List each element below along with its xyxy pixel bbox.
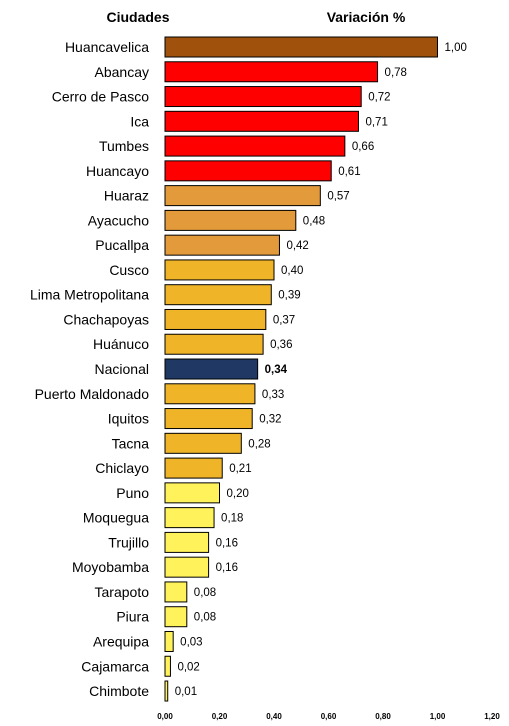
category-label: Huánuco xyxy=(93,336,149,352)
value-label: 0,08 xyxy=(194,587,216,599)
x-tick-label: 0,20 xyxy=(212,712,228,721)
category-label: Cusco xyxy=(109,262,149,278)
bar-chiclayo xyxy=(164,457,223,479)
category-label: Chachapoyas xyxy=(63,311,149,327)
bar-tacna xyxy=(164,432,242,454)
value-label: 0,01 xyxy=(175,686,197,698)
value-label: 0,71 xyxy=(365,116,387,128)
category-label: Puerto Maldonado xyxy=(35,386,150,402)
header-ciudades: Ciudades xyxy=(106,9,169,25)
x-tick-label: 0,80 xyxy=(375,712,391,721)
value-label: 0,18 xyxy=(221,513,243,525)
bar-ica xyxy=(164,110,359,132)
category-label: Tacna xyxy=(112,435,150,451)
bar-moyobamba xyxy=(164,556,210,578)
bar-arequipa xyxy=(164,630,174,652)
x-tick-label: 1,00 xyxy=(430,712,446,721)
value-label: 0,57 xyxy=(327,191,349,203)
category-label: Huancayo xyxy=(86,163,149,179)
category-label: Lima Metropolitana xyxy=(30,287,149,303)
category-label: Cerro de Pasco xyxy=(52,89,149,105)
value-label: 0,78 xyxy=(385,67,407,79)
bar-pucallpa xyxy=(164,234,280,256)
bar-huancayo xyxy=(164,160,332,182)
category-label: Pucallpa xyxy=(95,237,149,253)
bar-chimbote xyxy=(164,680,169,702)
value-label: 0,33 xyxy=(262,389,284,401)
value-label: 0,21 xyxy=(229,463,251,475)
value-label: 0,28 xyxy=(248,438,270,450)
category-label: Iquitos xyxy=(108,411,149,427)
bar-nacional xyxy=(164,358,259,380)
category-label: Tarapoto xyxy=(95,584,150,600)
value-label: 0,08 xyxy=(194,612,216,624)
bar-cusco xyxy=(164,259,275,281)
bar-tumbes xyxy=(164,135,346,157)
category-label: Trujillo xyxy=(108,534,149,550)
category-label: Chiclayo xyxy=(95,460,149,476)
value-label: 0,32 xyxy=(259,414,281,426)
bar-cerro-de-pasco xyxy=(164,86,362,108)
category-label: Nacional xyxy=(95,361,149,377)
value-label: 0,72 xyxy=(368,92,390,104)
category-label: Puno xyxy=(116,485,149,501)
category-label: Ayacucho xyxy=(88,212,149,228)
value-label: 0,61 xyxy=(338,166,360,178)
value-label: 0,20 xyxy=(227,488,249,500)
x-tick-label: 0,40 xyxy=(266,712,282,721)
bar-chachapoyas xyxy=(164,308,267,330)
header-variacion: Variación % xyxy=(327,9,406,25)
bar-puno xyxy=(164,482,220,504)
bar-iquitos xyxy=(164,408,253,430)
value-label: 0,16 xyxy=(216,537,238,549)
value-label: 0,16 xyxy=(216,562,238,574)
category-label: Moquegua xyxy=(83,510,149,526)
bar-piura xyxy=(164,606,188,628)
bar-huancavelica xyxy=(164,36,438,58)
category-label: Piura xyxy=(116,609,149,625)
value-label: 0,39 xyxy=(278,290,300,302)
bar-abancay xyxy=(164,61,379,83)
x-tick-label: 0,60 xyxy=(321,712,337,721)
value-label: 0,42 xyxy=(286,240,308,252)
bar-tarapoto xyxy=(164,581,188,603)
category-label: Moyobamba xyxy=(72,559,149,575)
bar-trujillo xyxy=(164,531,210,553)
value-label: 0,37 xyxy=(273,314,295,326)
value-label: 0,66 xyxy=(352,141,374,153)
bar-puerto-maldonado xyxy=(164,383,256,405)
value-label: 0,40 xyxy=(281,265,303,277)
value-label: 1,00 xyxy=(445,42,467,54)
value-label: 0,03 xyxy=(180,636,202,648)
bar-huánuco xyxy=(164,333,264,355)
category-label: Ica xyxy=(130,113,149,129)
category-label: Cajamarca xyxy=(81,658,149,674)
category-label: Abancay xyxy=(95,64,149,80)
value-label: 0,02 xyxy=(177,661,199,673)
value-label: 0,48 xyxy=(303,215,325,227)
category-label: Huaraz xyxy=(104,188,149,204)
bar-lima-metropolitana xyxy=(164,284,272,306)
bar-ayacucho xyxy=(164,209,297,231)
value-label: 0,36 xyxy=(270,339,292,351)
x-tick-label: 1,20 xyxy=(484,712,500,721)
bar-huaraz xyxy=(164,185,321,207)
category-label: Tumbes xyxy=(99,138,149,154)
x-tick-label: 0,00 xyxy=(157,712,173,721)
category-label: Arequipa xyxy=(93,633,149,649)
category-label: Chimbote xyxy=(89,683,149,699)
category-label: Huancavelica xyxy=(65,39,149,55)
bar-cajamarca xyxy=(164,655,171,677)
value-label: 0,34 xyxy=(265,364,288,376)
bar-moquegua xyxy=(164,507,215,529)
